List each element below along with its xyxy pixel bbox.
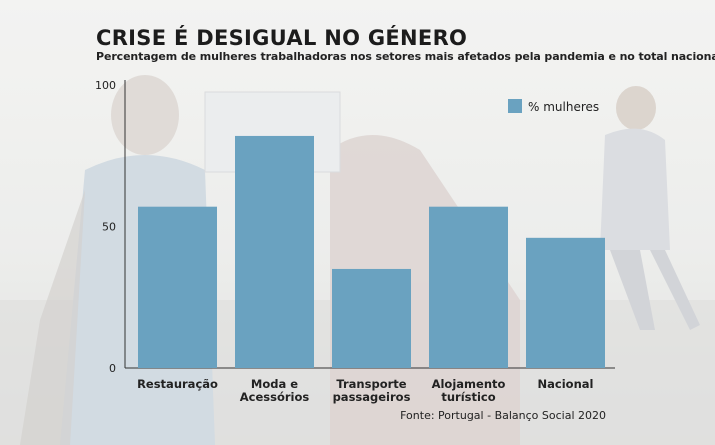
bar (235, 135, 314, 368)
chart-title: CRISE É DESIGUAL NO GÉNERO (96, 26, 468, 50)
source-note: Fonte: Portugal - Balanço Social 2020 (400, 409, 606, 422)
bar (429, 206, 508, 368)
legend-label: % mulheres (528, 100, 599, 114)
category-labels: Restauração Moda e Acessórios Transporte pas… (137, 377, 593, 404)
y-tick-label: 50 (102, 221, 116, 234)
y-tick-labels: 0 50 100 (95, 79, 116, 375)
category-label: Nacional (538, 377, 594, 391)
bars (138, 135, 605, 368)
category-label: Alojamento turístico (432, 377, 506, 404)
category-label: Moda e Acessórios (240, 377, 310, 404)
legend: % mulheres (508, 99, 599, 114)
legend-swatch (508, 99, 522, 113)
y-tick-label: 100 (95, 79, 116, 92)
y-tick-label: 0 (109, 362, 116, 375)
category-label: Restauração (137, 377, 218, 391)
bar (138, 206, 217, 368)
bar (526, 237, 605, 368)
bar (332, 268, 411, 368)
category-label: Transporte passageiros (333, 377, 411, 404)
chart-subtitle: Percentagem de mulheres trabalhadoras no… (96, 50, 715, 63)
